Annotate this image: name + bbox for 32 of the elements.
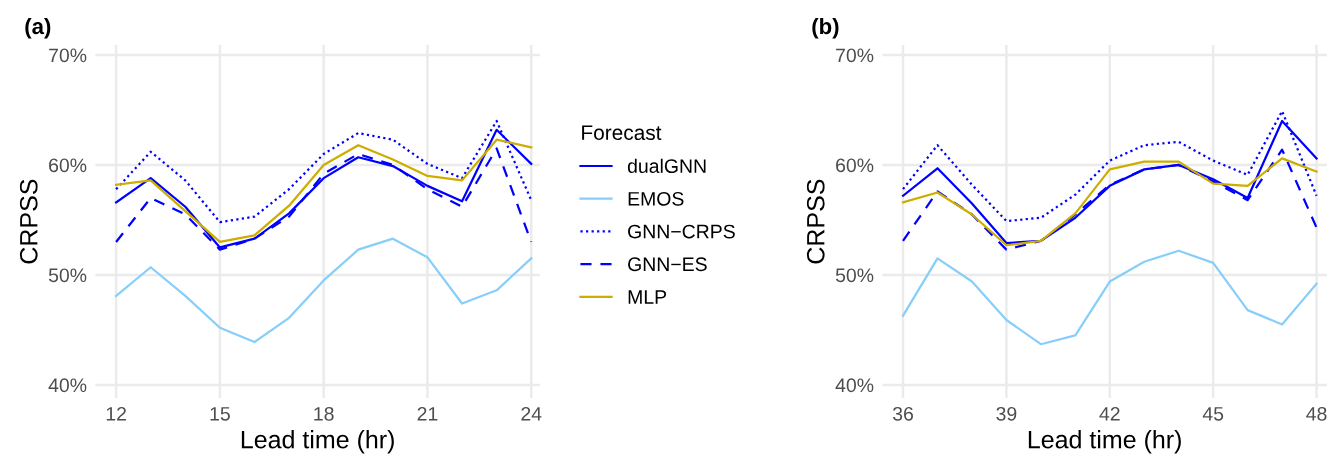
x-tick-label: 42 [1099, 406, 1120, 421]
y-axis-title: CRPSS [806, 179, 825, 264]
y-tick-label: 60% [836, 158, 874, 173]
y-tick-label: 70% [836, 48, 874, 63]
chart-title: (a) [25, 17, 51, 39]
line-series [115, 237, 533, 344]
y-tick-label: 50% [835, 268, 874, 283]
x-tick-label: 12 [106, 406, 126, 421]
x-tick-label: 15 [210, 407, 230, 421]
x-tick-label: 39 [996, 406, 1017, 421]
chart-title: (b) [812, 17, 839, 39]
x-axis-title: Lead time (hr) [241, 430, 394, 454]
x-tick-label: 36 [892, 406, 913, 421]
legend-title: Forecast [582, 125, 662, 141]
y-tick-label: 70% [49, 48, 87, 63]
x-tick-label: 45 [1202, 407, 1224, 421]
x-tick-label: 18 [314, 406, 334, 421]
y-axis-title: CRPSS [19, 179, 38, 264]
x-tick-label: 48 [1306, 406, 1327, 421]
x-tick-label: 21 [417, 406, 438, 421]
legend-label: EMOS [628, 191, 684, 206]
y-tick-label: 40% [835, 378, 874, 393]
legend-label: GNN−ES [628, 257, 707, 272]
x-axis-title: Lead time (hr) [1028, 430, 1181, 454]
y-tick-label: 60% [49, 158, 87, 173]
legend-label: MLP [628, 290, 667, 304]
x-tick-label: 24 [521, 406, 542, 421]
legend-label: GNN−CRPS [628, 224, 735, 239]
legend-label: dualGNN [627, 158, 706, 173]
line-series [901, 249, 1318, 346]
y-tick-label: 50% [48, 268, 87, 283]
y-tick-label: 40% [48, 378, 87, 393]
